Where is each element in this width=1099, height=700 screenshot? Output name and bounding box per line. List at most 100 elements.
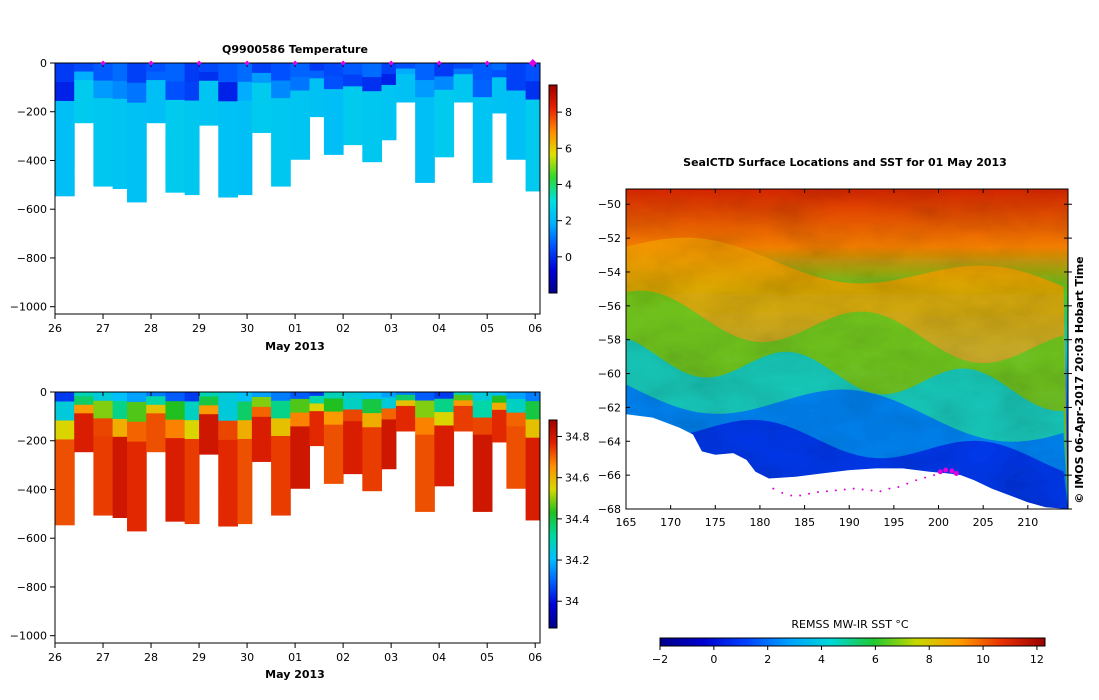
- profile-cell: [525, 410, 540, 420]
- profile-column: [112, 392, 128, 518]
- profile-cell: [323, 444, 344, 452]
- profile-column: [218, 63, 238, 198]
- profile-cell: [525, 392, 540, 402]
- profile-cell: [55, 439, 75, 450]
- profile-cell: [362, 420, 383, 428]
- profile-cell: [362, 105, 383, 113]
- lon-tick-label: 175: [705, 516, 726, 529]
- profile-cell: [251, 431, 272, 438]
- profile-cell: [146, 88, 166, 94]
- profile-cell: [395, 392, 416, 396]
- profile-cell: [93, 427, 114, 437]
- profile-cell: [472, 400, 493, 410]
- profile-cell: [271, 444, 291, 455]
- profile-cell: [93, 497, 114, 507]
- profile-cell: [343, 132, 363, 140]
- x-tick-label: 06: [528, 322, 542, 335]
- profile-cell: [251, 92, 272, 99]
- sst-colorbar-tick-label: 8: [926, 653, 933, 666]
- profile-cell: [237, 392, 253, 402]
- profile-cell: [290, 440, 311, 448]
- profile-cell: [55, 458, 75, 469]
- profile-column: [362, 392, 383, 492]
- profile-cell: [251, 112, 272, 119]
- profile-cell: [184, 63, 200, 73]
- profile-cell: [472, 173, 493, 183]
- profile-cell: [323, 89, 344, 97]
- profile-cell: [127, 152, 147, 163]
- profile-cell: [290, 145, 311, 153]
- profile-cell: [199, 440, 219, 446]
- profile-cell: [395, 405, 416, 410]
- salinity-colorbar: [548, 419, 558, 629]
- profile-cell: [434, 392, 455, 400]
- y-tick-label: −600: [17, 532, 47, 545]
- profile-cell: [491, 416, 507, 422]
- profile-column: [362, 63, 383, 163]
- profile-column: [525, 63, 540, 192]
- sst-field: [626, 189, 1068, 509]
- profile-cell: [525, 465, 540, 475]
- sst-colorbar-ticks: −2 0 2 4 6 8 10 12: [652, 646, 1044, 666]
- profile-cell: [218, 158, 238, 169]
- profile-cell: [146, 413, 166, 419]
- profile-cell: [93, 488, 114, 498]
- profile-cell: [381, 397, 397, 404]
- profile-cell: [415, 97, 435, 107]
- profile-cell: [218, 177, 238, 188]
- seal-location: [781, 491, 784, 494]
- profile-cell: [93, 98, 114, 108]
- profile-cell: [415, 156, 435, 166]
- profile-cell: [362, 147, 383, 156]
- profile-cell: [381, 392, 397, 398]
- profile-cell: [472, 114, 493, 124]
- profile-cell: [525, 428, 540, 439]
- profile-cell: [218, 439, 238, 450]
- profile-cell: [184, 128, 200, 139]
- profile-cell: [93, 80, 114, 90]
- profile-cell: [127, 431, 147, 443]
- profile-marker: [196, 60, 202, 66]
- profile-cell: [434, 103, 455, 111]
- profile-cell: [112, 445, 128, 456]
- profile-cell: [237, 147, 253, 158]
- profile-cell: [112, 161, 128, 172]
- profile-cell: [237, 81, 253, 92]
- profile-cell: [165, 511, 186, 522]
- profile-cell: [251, 97, 272, 104]
- profile-cell: [112, 63, 128, 73]
- profile-cell: [491, 102, 507, 107]
- profile-cell: [237, 514, 253, 525]
- seal-location: [924, 476, 927, 479]
- profile-cell: [112, 481, 128, 492]
- profile-marker: [292, 60, 298, 66]
- profile-cell: [146, 114, 166, 119]
- profile-cell: [506, 76, 527, 85]
- profile-cell: [127, 491, 147, 502]
- profile-cell: [93, 409, 114, 419]
- salinity-frame: [54, 391, 541, 644]
- lon-tick-label: 190: [839, 516, 860, 529]
- profile-cell: [472, 63, 493, 73]
- profile-cell: [146, 84, 166, 90]
- profile-cell: [74, 105, 94, 111]
- x-tick-label: 01: [288, 651, 302, 664]
- profile-cell: [184, 91, 200, 102]
- profile-column: [146, 63, 166, 124]
- profile-cell: [237, 175, 253, 186]
- profile-column: [323, 63, 344, 155]
- profile-cell: [55, 81, 75, 92]
- profile-cell: [395, 425, 416, 429]
- sst-map-lon-axis: 165 170 175 180 185 190 195 200 205 210: [616, 189, 1038, 529]
- profile-cell: [184, 438, 200, 449]
- profile-marker: [484, 60, 490, 66]
- profile-cell: [199, 63, 219, 68]
- profile-cell: [381, 430, 397, 437]
- seal-location: [879, 490, 882, 493]
- profile-cell: [93, 89, 114, 99]
- profile-cell: [218, 72, 238, 83]
- profile-cell: [146, 109, 166, 115]
- profile-column: [434, 392, 455, 487]
- profile-cell: [218, 506, 238, 517]
- sst-colorbar-tick-label: −2: [652, 653, 668, 666]
